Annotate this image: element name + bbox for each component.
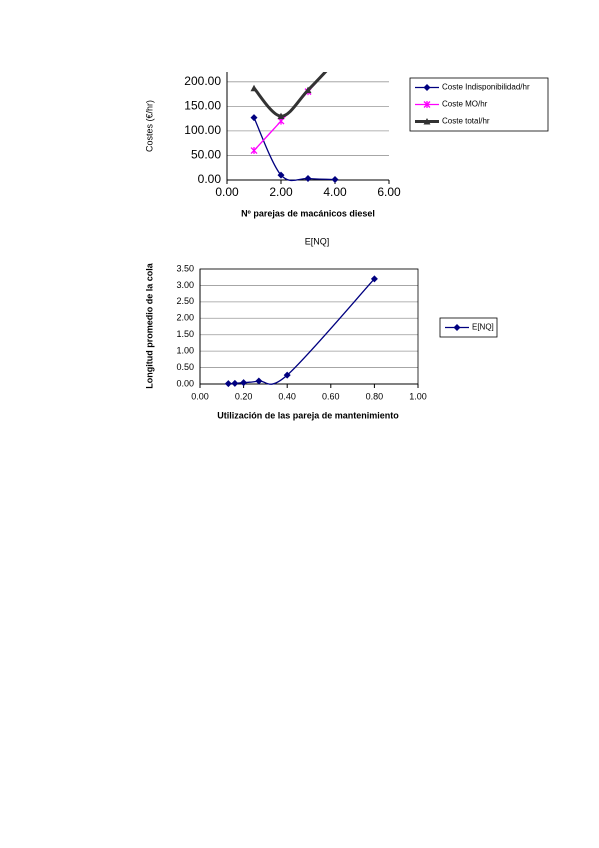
chart-title: E[NQ] [305, 236, 330, 246]
plot-area [250, 72, 339, 184]
x-tick-label: 0.20 [235, 391, 253, 401]
x-tick-label: 0.00 [191, 391, 209, 401]
x-tick-label: 2.00 [269, 185, 293, 199]
y-tick-label: 50.00 [191, 148, 221, 162]
marker [304, 86, 312, 94]
marker [224, 380, 232, 388]
y-tick-label: 3.50 [176, 263, 194, 273]
y-tick-label: 100.00 [184, 123, 221, 137]
y-tick-label: 200.00 [184, 74, 221, 88]
x-tick-label: 0.40 [278, 391, 296, 401]
y-tick-label: 2.00 [176, 313, 194, 323]
x-tick-label: 0.60 [322, 391, 340, 401]
plot-area [224, 275, 378, 388]
marker [250, 84, 258, 92]
legend-marker [423, 118, 431, 125]
marker [304, 175, 312, 183]
marker [283, 371, 291, 379]
y-tick-label: 0.00 [176, 378, 194, 388]
y-tick-label: 1.50 [176, 329, 194, 339]
marker [231, 379, 239, 387]
y-axis-label: Costes (€/hr) [144, 100, 154, 152]
y-tick-label: 1.00 [176, 346, 194, 356]
legend-marker [423, 84, 431, 91]
x-axis-label: Utilización de las pareja de mantenimien… [217, 410, 399, 420]
legend-label: Coste Indisponibilidad/hr [442, 83, 530, 92]
marker [240, 379, 248, 387]
marker [250, 147, 258, 155]
marker [255, 377, 263, 385]
marker [331, 176, 339, 184]
x-tick-label: 4.00 [323, 185, 347, 199]
legend-label: Coste MO/hr [442, 100, 488, 109]
y-tick-label: 2.50 [176, 296, 194, 306]
legend-label: E[NQ] [472, 323, 494, 332]
x-tick-label: 6.00 [377, 185, 401, 199]
x-axis-label: Nº parejas de macánicos diesel [241, 208, 375, 218]
y-tick-label: 0.50 [176, 362, 194, 372]
series-line [253, 117, 336, 182]
marker [250, 114, 258, 122]
legend-marker [423, 101, 431, 108]
marker [370, 275, 378, 283]
y-axis-label: Longitud promedio de la cola [144, 262, 154, 388]
x-tick-label: 1.00 [409, 391, 427, 401]
marker [277, 171, 285, 179]
y-tick-label: 0.00 [198, 172, 222, 186]
x-tick-label: 0.80 [366, 391, 384, 401]
series-line [252, 72, 328, 118]
y-tick-label: 150.00 [184, 99, 221, 113]
y-tick-label: 3.00 [176, 280, 194, 290]
x-tick-label: 0.00 [215, 185, 239, 199]
marker [277, 112, 285, 120]
legend-marker [453, 324, 461, 331]
legend-label: Coste total/hr [442, 117, 490, 126]
